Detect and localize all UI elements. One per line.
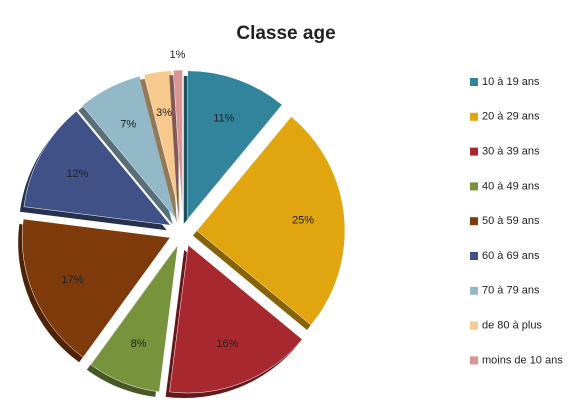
slice [173,69,183,219]
slice [21,218,171,358]
legend-swatch [470,321,478,330]
data-label: 11% [213,112,234,124]
legend-label: 60 à 69 ans [482,250,540,262]
legend-label: 50 à 59 ans [482,215,540,227]
data-label: 7% [120,118,136,130]
data-label: 12% [66,168,88,180]
data-label: 17% [61,274,83,286]
data-label: 3% [156,107,172,119]
data-label: 16% [216,338,238,350]
legend-label: 70 à 79 ans [482,285,540,297]
legend-label: 30 à 39 ans [482,146,540,158]
legend-swatch [470,252,478,260]
legend-swatch [470,78,478,86]
legend-swatch [470,182,478,191]
data-label: 25% [292,215,314,227]
legend-swatch [470,112,478,121]
slice [187,70,283,220]
slice [90,244,179,393]
slice [196,116,346,326]
legend-label: 10 à 19 ans [482,76,540,88]
legend-swatch [470,286,478,295]
slice [23,110,172,226]
legend-label: 20 à 29 ans [482,111,540,123]
chart-title: Classe age [236,23,335,44]
legend-label: 40 à 49 ans [482,180,540,192]
legend-label: de 80 à plus [482,320,542,332]
legend-swatch [470,147,478,156]
slice [169,244,303,394]
slice [81,75,177,220]
legend-label: moins de 10 ans [482,354,563,366]
data-label: 8% [131,338,147,350]
legend-swatch [470,217,478,226]
legend-swatch [470,356,478,365]
data-label: 1% [169,49,185,61]
